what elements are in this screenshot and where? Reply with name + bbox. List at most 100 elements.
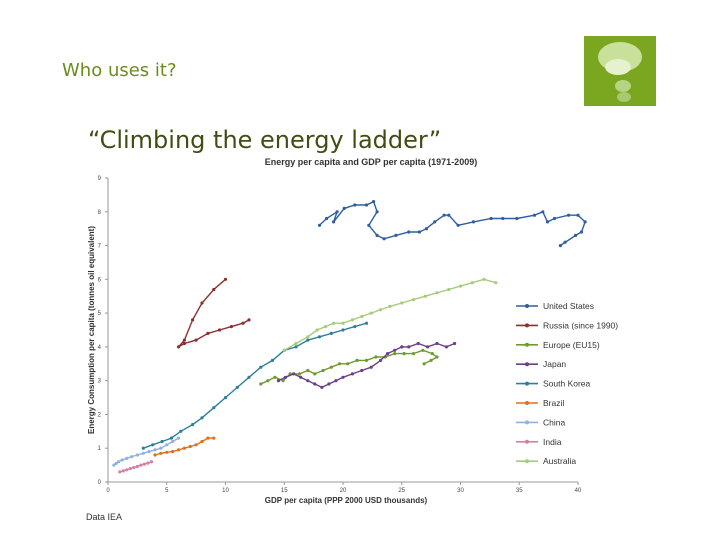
legend-label: India (543, 437, 562, 447)
data-point (350, 372, 354, 376)
data-point (501, 216, 505, 221)
data-point (223, 277, 228, 281)
data-point (118, 470, 122, 474)
data-point (341, 321, 345, 325)
data-point (429, 358, 433, 362)
data-point (379, 308, 383, 312)
data-point (400, 345, 404, 349)
x-tick-label: 5 (165, 488, 169, 494)
data-point (416, 341, 420, 346)
y-tick-label: 0 (98, 480, 102, 486)
y-axis-label: Energy Consumption per capita (tonnes oi… (87, 226, 96, 434)
data-point (200, 301, 204, 305)
data-point (218, 328, 222, 332)
data-point (270, 358, 275, 362)
data-point (176, 436, 181, 440)
data-point (470, 281, 474, 285)
data-point (353, 325, 357, 329)
legend-item-united-states: United States (516, 301, 594, 311)
data-point (355, 358, 359, 362)
data-point (141, 446, 145, 450)
legend-label: Australia (543, 456, 576, 466)
data-point (313, 382, 317, 386)
data-point (369, 365, 373, 369)
data-point (182, 338, 186, 342)
data-point (132, 465, 136, 470)
data-point (153, 453, 157, 457)
data-point (176, 345, 181, 349)
data-point (120, 458, 124, 462)
y-tick-label: 3 (98, 379, 102, 385)
legend-item-china: China (516, 417, 565, 427)
data-point (320, 385, 324, 389)
data-point (360, 368, 364, 373)
data-point (334, 379, 338, 383)
data-point (176, 448, 181, 452)
data-point (159, 446, 163, 450)
data-point (435, 355, 439, 359)
data-point (574, 233, 578, 237)
legend-label: Europe (EU15) (543, 340, 600, 350)
data-point (182, 446, 186, 450)
data-point (139, 463, 143, 467)
data-point (151, 443, 155, 447)
data-point (393, 348, 397, 352)
data-point (388, 304, 392, 308)
series-line-japan (278, 342, 455, 389)
data-point (411, 352, 416, 356)
data-point (306, 335, 310, 339)
data-point (382, 237, 386, 241)
data-point (411, 298, 416, 302)
legend-label: Japan (543, 359, 566, 369)
data-point (364, 358, 369, 362)
legend-label: South Korea (543, 379, 591, 389)
data-point (112, 463, 116, 467)
chart-series (112, 200, 587, 474)
data-point (323, 325, 327, 329)
chart-headline: “Climbing the energy ladder” (88, 126, 442, 154)
source-note: Data IEA (86, 512, 123, 522)
legend-marker (525, 323, 529, 328)
data-point (329, 365, 333, 369)
data-point (135, 453, 139, 457)
data-point (313, 372, 317, 376)
data-point (306, 368, 310, 373)
data-point (583, 220, 587, 224)
data-point (200, 416, 204, 420)
data-point (153, 448, 157, 452)
data-point (282, 348, 286, 352)
y-tick-label: 9 (98, 176, 102, 182)
data-point (332, 220, 336, 224)
data-point (532, 213, 537, 217)
chart-ticks: 0 5 10 15 20 25 30 35 40 0 1 2 3 4 5 6 7 8 9 (98, 176, 582, 494)
data-point (141, 451, 145, 455)
data-point (294, 341, 298, 346)
series-europe-eu15 (259, 348, 439, 386)
x-tick-label: 20 (340, 488, 347, 494)
data-point (489, 216, 493, 221)
data-point (212, 406, 216, 410)
data-point (374, 355, 378, 359)
data-point (292, 372, 296, 376)
data-point (329, 331, 333, 335)
data-point (129, 455, 134, 459)
series-united-states (317, 200, 587, 248)
legend-marker (525, 381, 529, 386)
data-point (142, 462, 146, 466)
data-point (125, 456, 129, 460)
legend-marker (525, 362, 529, 367)
data-point (191, 318, 195, 322)
slide-title: Who uses it? (62, 60, 177, 81)
data-point (194, 338, 198, 342)
data-point (159, 451, 163, 455)
data-point (576, 213, 580, 217)
data-point (567, 213, 571, 217)
data-point (281, 379, 285, 383)
data-point (364, 321, 369, 325)
data-point (346, 362, 350, 366)
data-point (297, 372, 302, 376)
data-point (552, 216, 557, 221)
data-point (149, 460, 154, 464)
data-point (117, 460, 121, 464)
